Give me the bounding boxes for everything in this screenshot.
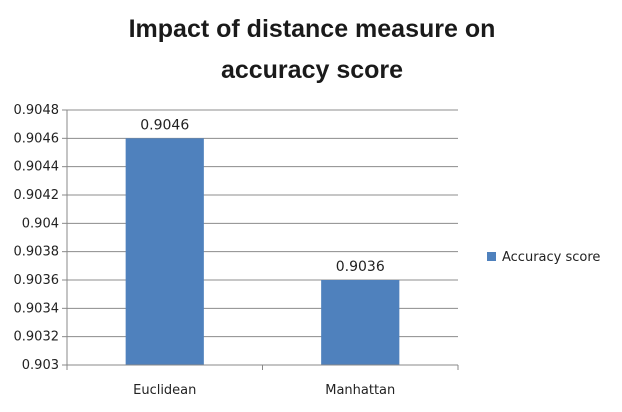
data-label: 0.9036 [336, 259, 385, 275]
y-tick-label: 0.9042 [14, 188, 60, 203]
bar-manhattan [321, 280, 400, 365]
y-tick-label: 0.9034 [14, 301, 60, 316]
data-label: 0.9046 [140, 117, 189, 133]
y-tick-label: 0.9032 [14, 330, 60, 345]
x-axis-categories: Euclidean Manhattan [66, 365, 459, 398]
y-tick-label: 0.9036 [14, 273, 60, 288]
y-tick-label: 0.903 [22, 358, 59, 373]
data-labels: 0.9046 0.9036 [140, 117, 385, 275]
y-tick-label: 0.9048 [14, 103, 60, 118]
y-tick-label: 0.9046 [14, 131, 60, 146]
category-label: Manhattan [325, 383, 395, 398]
y-tick-label: 0.904 [22, 216, 59, 231]
chart-title-line-1: Impact of distance measure on [129, 15, 496, 43]
y-axis-ticks: 0.903 0.9032 0.9034 0.9036 0.9038 0.904 0.9042… [14, 103, 67, 373]
legend-label: Accuracy score [502, 250, 600, 265]
y-tick-label: 0.9044 [14, 160, 60, 175]
bars [125, 138, 400, 365]
bar-euclidean [125, 138, 204, 365]
category-label: Euclidean [133, 383, 196, 398]
y-tick-label: 0.9038 [14, 245, 60, 260]
legend-swatch [487, 252, 496, 261]
legend: Accuracy score [487, 250, 600, 265]
chart-title-line-2: accuracy score [221, 56, 403, 84]
